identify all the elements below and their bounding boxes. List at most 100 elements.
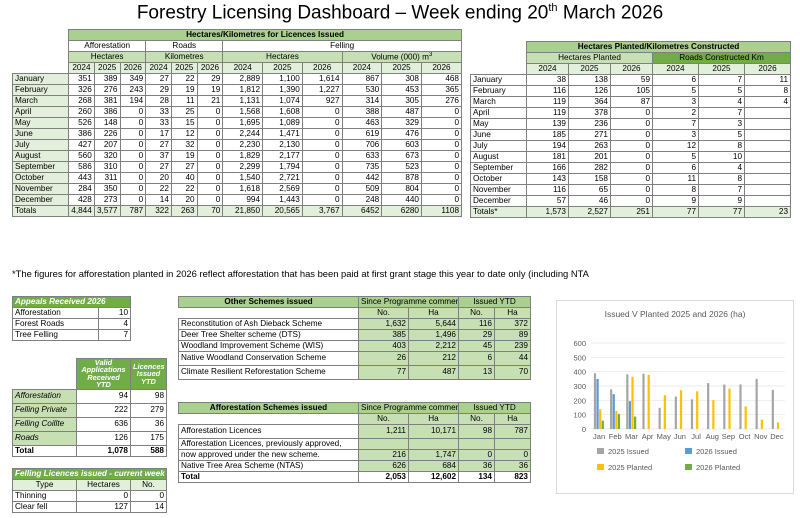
table-cell: 7 (652, 118, 699, 130)
table-cell: 633 (341, 150, 383, 162)
table-cell: 349 (119, 73, 147, 85)
x-tick-label: Nov (754, 432, 768, 441)
table-cell: 0 (420, 161, 463, 173)
aff-columns: No. Ha No. Ha (179, 413, 531, 425)
valid-row: Roads 126 175 (12, 430, 167, 446)
table-cell: 2 (652, 107, 699, 119)
table-row: October 143 158 0 11 8 (470, 173, 792, 185)
table-cell: 194 (119, 95, 147, 107)
table-cell: 0 (196, 128, 224, 140)
table-cell: 5 (698, 129, 745, 141)
scheme-row: Afforestation Licences, previously appro… (178, 438, 531, 450)
total-cell: 6452 (341, 205, 383, 217)
table-cell: 19 (170, 150, 198, 162)
table-cell: 44 (494, 351, 531, 366)
felling-group: Felling (222, 40, 462, 52)
table-cell: 1,443 (262, 194, 303, 206)
table-cell: 1,471 (262, 128, 303, 140)
table-cell: 0 (129, 490, 168, 502)
table-cell (743, 107, 792, 119)
month-label: August (11, 150, 70, 162)
month-label: December (11, 194, 70, 206)
table-cell: 311 (93, 172, 121, 184)
afforestation-group: Afforestation (68, 40, 147, 52)
total-cell: 263 (170, 205, 198, 217)
table-cell: 1,227 (301, 84, 343, 96)
year-header: 2024 (145, 62, 172, 74)
table-row: November 116 65 0 8 7 (470, 184, 792, 196)
year-header: 2025 (698, 63, 745, 75)
table-row: May 526 148 0 33 15 0 1,695 1,089 0 463 329 0 (11, 117, 463, 129)
table-cell: 706 (341, 139, 383, 151)
total-cell: 21,850 (222, 205, 264, 217)
valid-total-row: Total 1,078 588 (12, 444, 167, 457)
bar-2026-issued (628, 401, 632, 429)
table-cell: 158 (568, 173, 611, 185)
scheme-name: Climate Resilient Reforestation Scheme (178, 365, 359, 380)
table-cell: 22 (170, 73, 198, 85)
total-cell: 3,767 (301, 205, 343, 217)
table-cell: 8 (743, 85, 792, 97)
table-cell: 0 (610, 140, 653, 152)
table-cell: 310 (93, 161, 121, 173)
table-cell: 0 (119, 117, 147, 129)
month-label: July (11, 139, 70, 151)
year-header: 2026 (420, 62, 463, 74)
table-row: December 428 273 0 14 20 0 994 1,443 0 248 440 0 (11, 194, 463, 206)
table-cell (743, 184, 792, 196)
table-cell: 326 (68, 84, 95, 96)
table-cell: 365 (420, 84, 463, 96)
table-cell: 10 (698, 151, 745, 163)
table-cell: 364 (568, 96, 611, 108)
month-label: August (470, 151, 527, 163)
table-row: November 284 350 0 22 22 0 1,618 2,569 0 509 804 0 (11, 183, 463, 195)
valid-received: 94 (76, 388, 131, 404)
table-cell: 36 (458, 460, 495, 472)
table-cell: 116 (526, 184, 569, 196)
table-cell: 12 (170, 128, 198, 140)
appeal-row: Afforestation 10 (12, 307, 132, 319)
year-header: 2026 (196, 62, 224, 74)
table-cell: 9 (652, 195, 699, 207)
table-row: August 181 201 0 5 10 (470, 151, 792, 163)
year-header: 2026 (743, 63, 792, 75)
bar-2025-issued (626, 374, 629, 429)
scheme-row: Afforestation Licences 1,211 10,171 98 787 (178, 424, 531, 439)
year-header: 2025 (93, 62, 121, 74)
table-cell (743, 173, 792, 185)
table-cell: 207 (93, 139, 121, 151)
table-cell: 1,695 (222, 117, 264, 129)
table-cell: 1,614 (301, 73, 343, 85)
table-cell: 403 (358, 340, 409, 352)
table-row: July 194 263 0 12 8 (470, 140, 792, 152)
total-cell: 6280 (381, 205, 422, 217)
table-cell: 372 (494, 318, 531, 330)
table-cell: 29 (196, 73, 224, 85)
table-cell: 0 (119, 128, 147, 140)
table-cell (358, 438, 409, 450)
valid-issued: 98 (130, 388, 167, 404)
bar-2025-issued (755, 378, 758, 429)
aff-total-row: Total 2,053 12,602 134 823 (178, 471, 531, 483)
legend-label: 2026 Planted (696, 463, 740, 472)
scheme-row: Reconstitution of Ash Dieback Scheme 1,63… (178, 318, 531, 330)
table-cell: 0 (119, 139, 147, 151)
month-label: September (470, 162, 527, 174)
table-cell: 185 (526, 129, 569, 141)
roads-group: Roads (145, 40, 224, 52)
year-header: 2024 (652, 63, 699, 75)
table-cell: 239 (494, 340, 531, 352)
total-cell: 823 (494, 471, 531, 483)
bar-2025-issued (690, 399, 694, 429)
table-cell: 684 (408, 460, 459, 472)
table-cell: 263 (568, 140, 611, 152)
page-title: Forestry Licensing Dashboard – Week endi… (136, 2, 664, 24)
table-cell: 314 (341, 95, 383, 107)
month-label: June (470, 129, 527, 141)
month-label: March (11, 95, 70, 107)
table-cell: 440 (381, 194, 422, 206)
table-cell: 70 (494, 365, 531, 380)
table-cell: 378 (568, 107, 611, 119)
y-tick-label: 400 (573, 368, 586, 377)
table-cell: 2,569 (262, 183, 303, 195)
